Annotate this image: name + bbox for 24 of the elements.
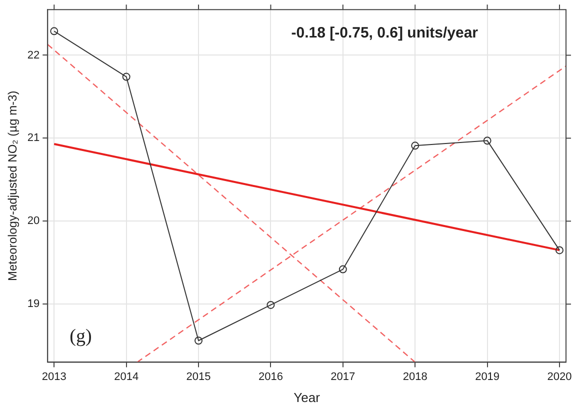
point xyxy=(266,300,275,309)
x-tick-label: 2013 xyxy=(42,370,66,383)
x-tick-label: 2016 xyxy=(258,370,283,383)
x-tick-label: 2017 xyxy=(330,370,356,383)
annotation: (g) xyxy=(70,326,92,348)
point xyxy=(194,336,203,345)
point xyxy=(338,265,347,274)
y-tick-label: 19 xyxy=(27,298,40,310)
x-tick-label: 2020 xyxy=(547,370,572,383)
point xyxy=(483,136,492,145)
y-axis-title: Meteorology-adjusted NO₂ (µg m-3) xyxy=(6,90,20,282)
point xyxy=(50,27,58,36)
y-tick-label: 22 xyxy=(27,49,40,62)
x-tick-label: 2015 xyxy=(186,370,211,383)
point xyxy=(556,246,564,254)
x-axis-title: Year xyxy=(294,390,321,405)
x-tick-label: 2018 xyxy=(402,370,428,383)
y-tick-label: 21 xyxy=(27,132,40,144)
point xyxy=(122,72,130,81)
x-tick-label: 2014 xyxy=(114,370,139,383)
x-tick-label: 2019 xyxy=(475,370,500,383)
point xyxy=(411,142,420,150)
annotation: -0.18 [-0.75, 0.6] units/year xyxy=(291,24,478,42)
y-tick-label: 20 xyxy=(27,215,40,228)
